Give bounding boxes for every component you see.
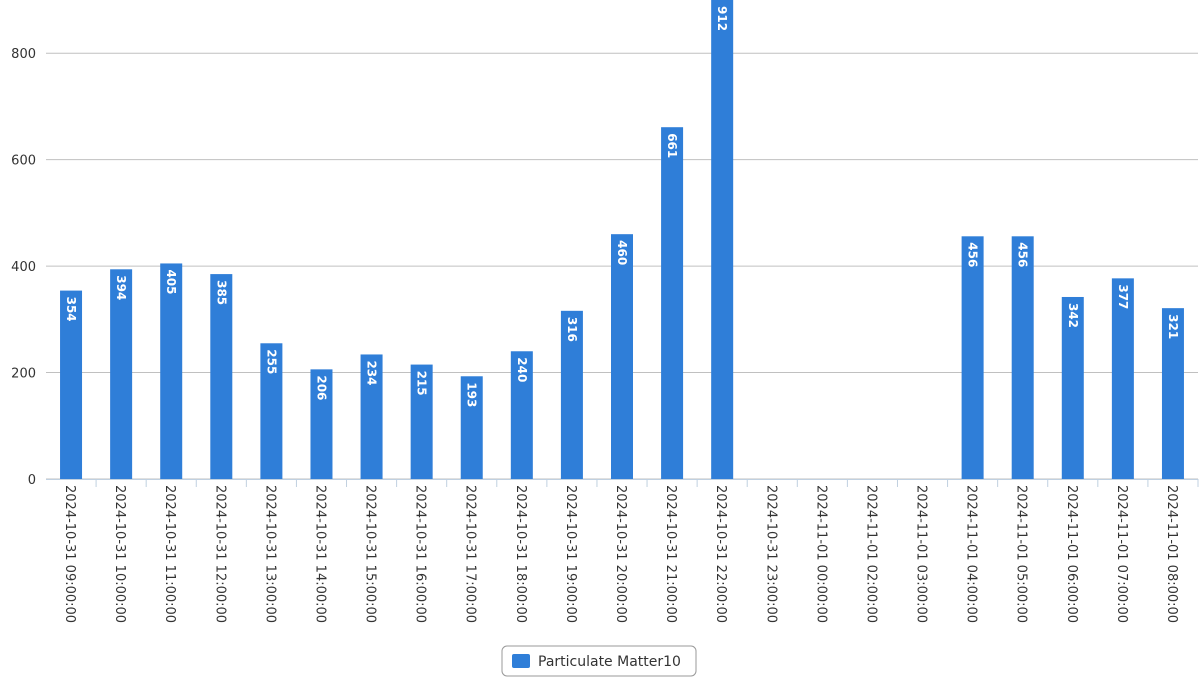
value-label: 912 (715, 6, 729, 31)
bar (711, 0, 734, 479)
x-tick-label: 2024-11-01 07:00:00 (1114, 485, 1129, 623)
value-label: 661 (665, 133, 679, 158)
bar (360, 354, 383, 479)
y-tick-label: 200 (11, 367, 36, 382)
bar (560, 310, 583, 479)
x-tick-label: 2024-11-01 06:00:00 (1064, 485, 1079, 623)
x-tick-label: 2024-10-31 14:00:00 (312, 485, 327, 623)
x-tick-label: 2024-10-31 22:00:00 (713, 485, 728, 623)
value-label: 456 (1016, 242, 1030, 267)
y-tick-label: 400 (11, 260, 36, 275)
x-tick-label: 2024-10-31 19:00:00 (563, 485, 578, 623)
x-tick-label: 2024-10-31 17:00:00 (463, 485, 478, 623)
value-label: 377 (1116, 284, 1130, 309)
x-tick-label: 2024-10-31 18:00:00 (513, 485, 528, 623)
x-tick-label: 2024-11-01 08:00:00 (1164, 485, 1179, 623)
value-label: 193 (465, 382, 479, 407)
y-tick-label: 800 (11, 47, 36, 62)
bar (460, 376, 483, 479)
x-tick-label: 2024-10-31 10:00:00 (112, 485, 127, 623)
value-label: 234 (365, 360, 379, 385)
x-tick-label: 2024-10-31 12:00:00 (212, 485, 227, 623)
bar (611, 234, 633, 479)
value-label: 354 (64, 297, 78, 322)
value-label: 206 (314, 375, 328, 400)
bar (210, 274, 233, 479)
bar (510, 351, 533, 479)
bar (1161, 308, 1184, 479)
value-label: 215 (415, 371, 429, 396)
x-tick-label: 2024-10-31 11:00:00 (162, 485, 177, 623)
x-tick-label: 2024-10-31 15:00:00 (363, 485, 378, 623)
bar (110, 269, 133, 479)
value-label: 240 (515, 357, 529, 382)
bar (661, 127, 684, 479)
bar (1111, 278, 1134, 479)
value-label: 316 (565, 317, 579, 342)
bar (160, 263, 183, 479)
x-tick-label: 2024-10-31 16:00:00 (413, 485, 428, 623)
x-tick-label: 2024-10-31 23:00:00 (763, 485, 778, 623)
x-tick-label: 2024-10-31 21:00:00 (663, 485, 678, 623)
x-tick-label: 2024-10-31 13:00:00 (262, 485, 277, 623)
x-tick-label: 2024-11-01 02:00:00 (863, 485, 878, 623)
x-tick-label: 2024-11-01 03:00:00 (914, 485, 929, 623)
bar (410, 364, 433, 479)
bar (961, 236, 984, 479)
value-label: 405 (164, 269, 178, 294)
x-tick-label: 2024-11-01 05:00:00 (1014, 485, 1029, 623)
legend-box (501, 645, 697, 677)
value-label: 456 (966, 242, 980, 267)
bar (260, 343, 283, 479)
x-tick-label: 2024-11-01 00:00:00 (813, 485, 828, 623)
bar (60, 290, 83, 479)
x-tick-label: 2024-11-01 04:00:00 (964, 485, 979, 623)
legend-swatch (512, 654, 530, 668)
legend-label: Particulate Matter10 (538, 654, 681, 670)
y-tick-label: 0 (28, 473, 36, 488)
bar (1011, 236, 1034, 479)
x-tick-label: 2024-10-31 20:00:00 (613, 485, 628, 623)
value-label: 255 (264, 349, 278, 374)
value-label: 321 (1166, 314, 1180, 339)
bar (310, 369, 333, 479)
y-tick-label: 600 (11, 154, 36, 169)
bar (1061, 296, 1084, 479)
value-label: 394 (114, 275, 128, 300)
value-label: 342 (1066, 303, 1080, 328)
value-label: 385 (214, 280, 228, 305)
value-label: 460 (615, 240, 629, 265)
x-tick-label: 2024-10-31 09:00:00 (62, 485, 77, 623)
